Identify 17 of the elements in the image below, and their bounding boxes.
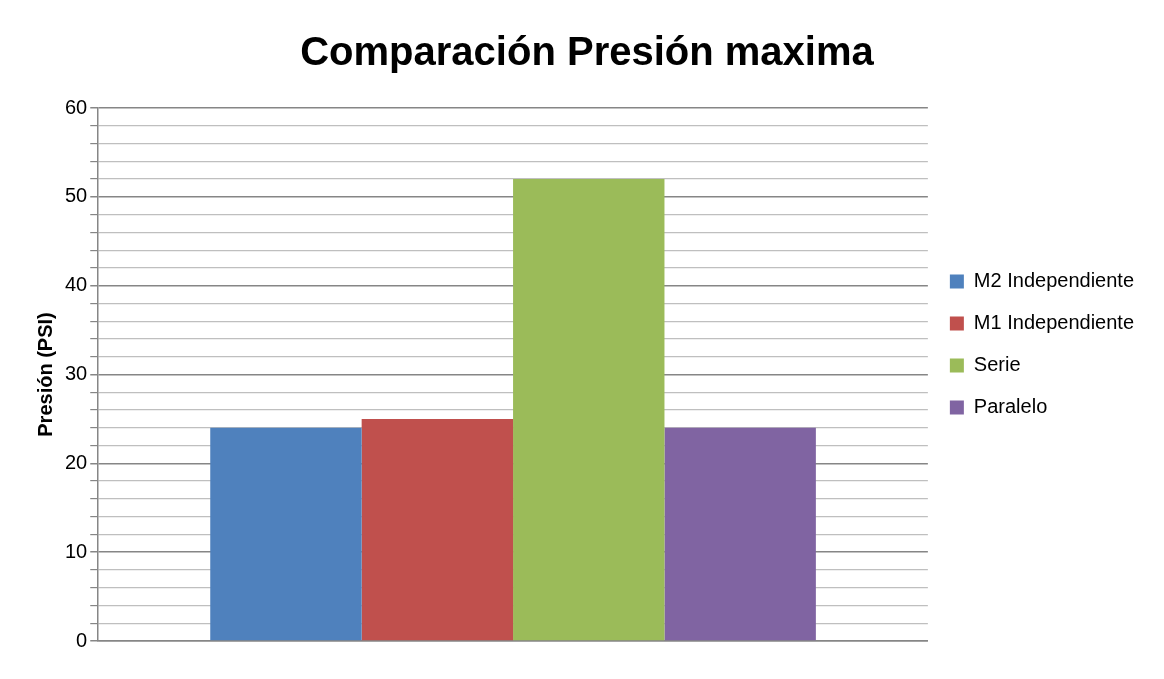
legend-label: M1 Independiente [973,311,1135,334]
y-tick-label: 10 [65,539,88,562]
y-tick-label: 40 [65,273,88,296]
bar [210,427,362,641]
bar [361,418,514,641]
legend-label: Paralelo [973,395,1048,418]
legend-label: Serie [973,353,1021,376]
bar [513,179,665,641]
y-tick-label: 60 [65,95,88,118]
y-tick-label: 30 [65,362,88,385]
legend-label: M2 Independiente [973,269,1135,292]
bar [664,427,816,641]
y-axis-title: Presión (PSI) [33,312,56,437]
y-tick-label: 50 [65,184,88,207]
chart-title: Comparación Presión maxima [300,29,875,74]
y-tick-label: 0 [76,628,88,651]
y-tick-label: 20 [65,450,88,473]
